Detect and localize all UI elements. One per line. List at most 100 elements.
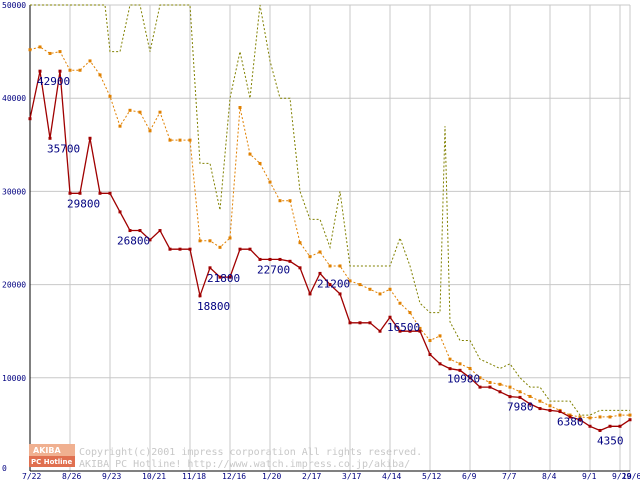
series-2-point [528,394,532,398]
x-tick-label: 2/17 [302,472,321,480]
series-2-point [418,326,422,330]
series-2-point [58,50,62,54]
series-3-point [48,136,52,140]
x-tick-labels: 7/22 8/26 9/23 10/21 11/18 12/16 1/20 2/17 3/17 4… [22,472,640,480]
akiba-logo-text: AKIBA [33,446,61,455]
series-2-point [258,161,262,165]
x-tick-label: 8/26 [62,472,81,480]
series-2-point [388,287,392,291]
series-2-point [518,390,522,394]
series-2-point [78,68,82,72]
series-line-2 [29,46,630,419]
series-3-point [408,329,412,333]
series-3-point [208,266,212,270]
series-3-point [398,329,402,333]
data-label: 4350 [597,434,624,447]
series-2-point [128,108,132,112]
watermark: AKIBA PC Hotline Copyright(c)2001 impres… [29,444,422,470]
series-3-point [538,407,542,411]
x-tick-label: 10/6 [622,472,640,480]
series-2-point [598,415,602,419]
series-3-point [548,408,552,412]
series-2-point [408,311,412,315]
series-2-point [198,239,202,243]
series-3-point [528,402,532,406]
series-2-point [588,416,592,420]
series-3-point [608,424,612,428]
series-3-point [298,266,302,270]
series-2-point [378,292,382,296]
series-3-point [358,321,362,325]
series-3-point [318,271,322,275]
y-tick-label: 10000 [2,374,26,383]
series-3-point [128,229,132,233]
series-3-point [438,362,442,366]
series-2-point [268,180,272,184]
series-3-point [168,247,172,251]
series-3-point [478,385,482,389]
x-tick-label: 4/14 [382,472,401,480]
data-label: 26800 [117,235,150,248]
series-3-point [288,259,292,263]
series-3-point [458,368,462,372]
series-3-point [628,418,632,422]
series-2-point [328,264,332,268]
series-2-point [398,301,402,305]
y-tick-label: 0 [2,464,7,473]
x-tick-label: 10/21 [142,472,166,480]
series-3-point [568,415,572,419]
x-tick-label: 5/12 [422,472,441,480]
series-2-point [508,385,512,389]
series-3-point [138,229,142,233]
x-tick-label: 7/22 [22,472,41,480]
series-2-point [38,45,42,49]
series-3-point [418,329,422,333]
series-3-point [98,191,102,195]
akiba-logo-top [29,444,75,456]
series-2-point [138,110,142,114]
series-3-point [468,376,472,380]
series-3-point [28,117,32,121]
series-2-point [428,339,432,343]
series-2-point [28,48,32,52]
series-3-point [328,283,332,287]
series-3-point [38,69,42,73]
data-label: 10980 [447,373,480,386]
series-3-point [348,321,352,325]
series-3-point [578,418,582,422]
x-tick-label: 12/16 [222,472,246,480]
series-2-point [88,59,92,63]
series-2-point [318,250,322,254]
y-tick-label: 30000 [2,187,26,196]
series-2-point [208,239,212,243]
data-label: 21800 [207,272,240,285]
y-tick-label: 50000 [2,1,26,10]
series-3-point [88,136,92,140]
data-label: 21200 [317,277,350,290]
series-2-point [238,106,242,110]
series-2-point [98,73,102,77]
series-3-point [308,292,312,296]
x-tick-label: 6/9 [462,472,477,480]
series-3-point [68,191,72,195]
series-3-point [148,238,152,242]
data-label: 42900 [37,75,70,88]
x-tick-label: 7/7 [502,472,517,480]
series-2-point [488,380,492,384]
series-2-point [178,138,182,142]
series-3-point [158,229,162,233]
series-3-point [508,395,512,399]
series-2-point [498,382,502,386]
series-3-point [338,292,342,296]
series-3-point [278,257,282,261]
x-tick-label: 3/17 [342,472,361,480]
series-2-point [538,399,542,403]
series-line-1 [30,4,630,416]
data-label: 18800 [197,300,230,313]
x-tick-label: 9/1 [582,472,597,480]
series-2-point [228,236,232,240]
series-2-point [118,124,122,128]
series-3-point [388,315,392,319]
series-3-point [108,191,112,195]
